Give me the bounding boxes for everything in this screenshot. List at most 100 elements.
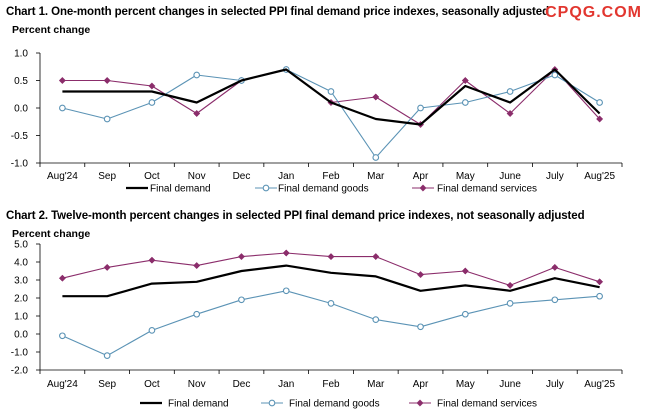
chart2-point-services <box>461 267 469 275</box>
chart2-xtick-label: Feb <box>322 379 340 390</box>
chart2-point-services <box>506 281 514 289</box>
chart2-legend-label: Final demand goods <box>289 399 380 410</box>
chart1-legend-label: Final demand services <box>437 184 537 195</box>
chart1-xtick-label: Sep <box>98 171 116 182</box>
chart1-point-services <box>506 109 514 118</box>
chart1-legend-final-demand: Final demand <box>126 184 211 195</box>
chart1-point-services <box>596 115 604 123</box>
chart2-ytick-label: 1.0 <box>14 312 28 323</box>
chart1-legend-marker <box>262 184 270 192</box>
chart1-ytick-label: 1.0 <box>14 49 28 60</box>
chart1-legend-marker <box>419 184 427 192</box>
chart1-ytick-label: 0.5 <box>14 76 28 87</box>
chart1-plot: Percent change 1.0 0.5 0.0 -0.5 -1.0 Aug'24 Sep… <box>11 24 623 195</box>
chart2-legend-marker <box>268 399 276 407</box>
chart1-series-final-demand-goods <box>59 66 603 161</box>
chart1-legend-final-demand-goods: Final demand goods <box>255 184 369 195</box>
chart2-point-services <box>58 274 66 282</box>
chart1-point-goods <box>417 104 424 112</box>
chart2-series-final-demand <box>62 264 600 298</box>
chart2-xtick-label: Apr <box>413 379 429 390</box>
chart1-ytick-label: 0.0 <box>14 104 28 115</box>
chart1-point-goods <box>103 115 111 123</box>
chart1-point-goods <box>596 99 603 106</box>
chart2-line-final-demand <box>62 264 600 298</box>
chart2-xtick-label: Sep <box>98 379 116 390</box>
chart2-xtick-label: Nov <box>188 379 206 390</box>
chart2-legend-final-demand: Final demand <box>140 399 229 410</box>
chart1-point-services <box>58 76 66 85</box>
chart2-point-goods <box>282 287 290 295</box>
chart2-ytick-label: 0.0 <box>14 330 28 341</box>
chart2-point-services <box>596 278 604 286</box>
chart2-ytick-label: -1.0 <box>11 348 29 359</box>
chart1-xtick-label: Nov <box>188 171 206 182</box>
chart2-series-final-demand-services <box>58 249 604 289</box>
chart1-ylabel: Percent change <box>12 24 90 36</box>
chart1-point-services <box>193 109 201 118</box>
chart2-point-goods <box>238 296 245 304</box>
chart2-point-services <box>551 263 559 271</box>
chart1-point-goods <box>551 71 559 79</box>
chart1-ytick-label: -0.5 <box>11 131 29 142</box>
chart1-legend-label: Final demand goods <box>278 184 369 195</box>
chart2-legend-final-demand-goods: Final demand goods <box>261 399 380 410</box>
chart1-point-goods <box>327 88 335 95</box>
chart1-xtick-label: Apr <box>413 171 429 182</box>
chart2-point-services <box>193 262 201 270</box>
chart2-xtick-label: June <box>499 379 521 390</box>
chart2-point-goods <box>461 310 469 318</box>
chart1-xtick-label: Mar <box>367 171 385 182</box>
chart2-ytick-label: 2.0 <box>14 294 28 305</box>
chart2-point-goods <box>596 292 603 300</box>
chart2-point-goods <box>193 310 201 318</box>
chart2-xtick-label: Aug'25 <box>584 379 615 390</box>
chart2-point-services <box>148 256 156 264</box>
chart2-legend-label: Final demand services <box>437 399 537 410</box>
chart1-xtick-label: Jan <box>278 171 294 182</box>
chart2-xtick-label: July <box>546 379 564 390</box>
chart1-point-services <box>461 76 469 85</box>
chart2-legend-marker <box>416 399 424 407</box>
chart2-point-services <box>372 253 380 261</box>
chart1-xtick-label: Aug'24 <box>47 171 78 182</box>
chart2-point-services <box>416 271 425 279</box>
chart2-point-goods <box>327 300 335 307</box>
chart2-point-services <box>103 263 111 271</box>
chart1-series-final-demand-services <box>58 65 604 129</box>
chart1-point-goods <box>506 88 514 95</box>
chart2-ytick-label: 5.0 <box>14 240 28 251</box>
chart2-title: Chart 2. Twelve-month percent changes in… <box>6 210 585 222</box>
chart2-point-goods <box>506 300 514 307</box>
chart1-point-goods <box>461 99 469 106</box>
watermark: CPQG.COM <box>545 4 642 21</box>
chart2-ytick-label: 4.0 <box>14 258 28 269</box>
chart2-xtick-label: May <box>456 379 475 390</box>
chart1-ytick-label: -1.0 <box>11 159 29 170</box>
chart1-series-final-demand <box>62 68 601 126</box>
chart1-point-services <box>103 76 111 85</box>
chart1-xtick-label: Oct <box>144 171 160 182</box>
chart1-title: Chart 1. One-month percent changes in se… <box>6 6 550 18</box>
chart2-point-services <box>237 253 246 261</box>
chart2-point-goods <box>372 316 380 323</box>
chart2-point-goods <box>417 323 424 331</box>
chart2-xtick-label: Oct <box>144 379 160 390</box>
chart2-point-goods <box>103 352 111 359</box>
chart2-point-goods <box>148 327 156 334</box>
chart1-xtick-label: June <box>499 171 521 182</box>
chart1-point-services <box>148 82 156 90</box>
chart2-point-goods <box>551 296 559 304</box>
chart2-ylabel: Percent change <box>12 228 90 240</box>
chart2-xtick-label: Jan <box>278 379 294 390</box>
chart2-ytick-label: -2.0 <box>11 366 29 377</box>
chart2-legend-label: Final demand <box>168 399 229 410</box>
chart1-point-services <box>372 93 380 101</box>
chart2-xtick-label: Mar <box>367 379 385 390</box>
chart2-xtick-label: Dec <box>233 379 251 390</box>
chart2-point-services <box>327 253 335 261</box>
chart1-line-final-demand <box>62 68 601 126</box>
chart1-line-final-demand-goods <box>62 68 600 159</box>
chart1-xtick-label: Aug'25 <box>584 171 615 182</box>
